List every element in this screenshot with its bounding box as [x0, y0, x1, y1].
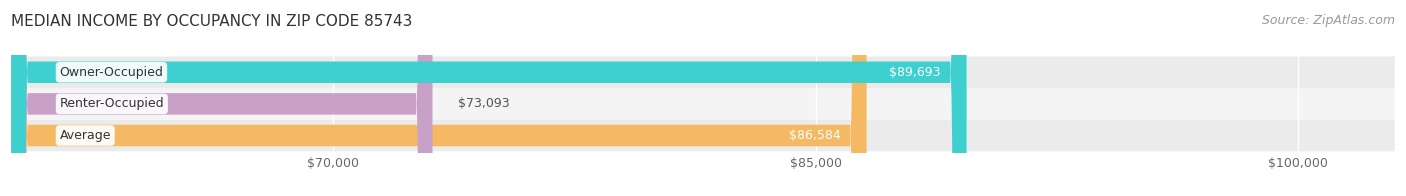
FancyBboxPatch shape	[11, 0, 433, 196]
FancyBboxPatch shape	[11, 120, 1395, 151]
Text: Source: ZipAtlas.com: Source: ZipAtlas.com	[1261, 14, 1395, 27]
FancyBboxPatch shape	[11, 0, 866, 196]
Text: $73,093: $73,093	[458, 97, 510, 110]
Text: MEDIAN INCOME BY OCCUPANCY IN ZIP CODE 85743: MEDIAN INCOME BY OCCUPANCY IN ZIP CODE 8…	[11, 14, 412, 29]
FancyBboxPatch shape	[11, 0, 966, 196]
Text: Renter-Occupied: Renter-Occupied	[59, 97, 165, 110]
Text: $86,584: $86,584	[789, 129, 841, 142]
Text: Owner-Occupied: Owner-Occupied	[59, 66, 163, 79]
Text: Average: Average	[59, 129, 111, 142]
FancyBboxPatch shape	[11, 88, 1395, 120]
Text: $89,693: $89,693	[890, 66, 941, 79]
FancyBboxPatch shape	[11, 56, 1395, 88]
